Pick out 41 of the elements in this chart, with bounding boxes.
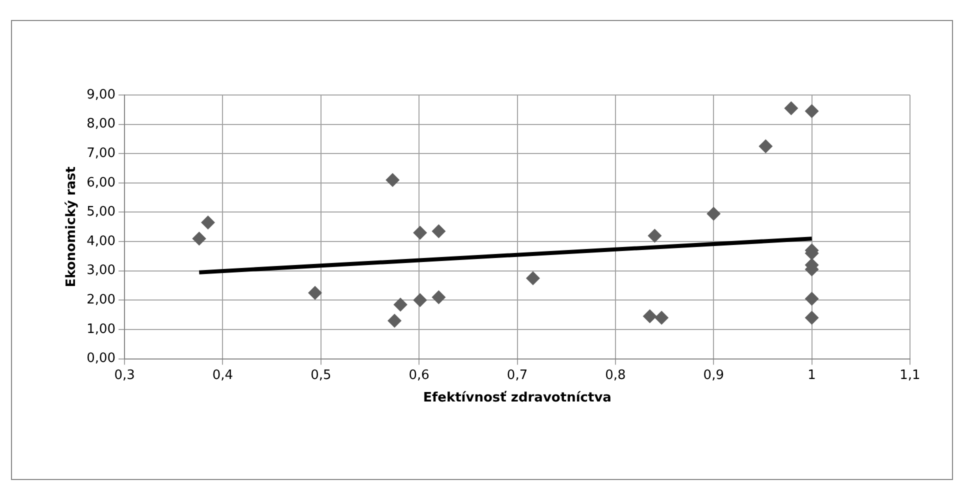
point (413, 293, 428, 308)
x-tick-label: 0,3 (114, 368, 135, 383)
point (308, 286, 322, 300)
point (804, 292, 819, 306)
y-tick-label: 4,00 (86, 234, 116, 249)
y-axis-title: Ekonomický rast (64, 166, 80, 288)
x-tick-label: 0,7 (506, 368, 528, 383)
point (784, 101, 798, 116)
point (758, 139, 773, 154)
point (393, 298, 408, 312)
x-axis-title: Efektívnosť zdravotníctva (423, 390, 612, 406)
point (388, 314, 402, 328)
x-tick-label: 1 (808, 368, 816, 383)
y-tick-label: 0,00 (86, 351, 116, 366)
x-tick-label: 0,9 (703, 368, 724, 383)
point (804, 104, 819, 118)
point (648, 228, 662, 243)
y-tick-label: 1,00 (86, 322, 116, 337)
point (413, 226, 428, 240)
point (642, 309, 657, 324)
point (526, 271, 540, 286)
y-tick-label: 7,00 (86, 146, 116, 161)
y-tick-label: 3,00 (86, 263, 116, 278)
point (432, 290, 446, 304)
x-tick-label: 1,1 (900, 368, 920, 383)
y-tick-label: 2,00 (86, 292, 116, 308)
point (386, 173, 400, 187)
x-tick-label: 0,5 (310, 368, 332, 383)
y-tick-label: 5,00 (86, 204, 116, 220)
x-tick-label: 0,6 (408, 368, 430, 383)
point (201, 216, 215, 230)
point (654, 310, 669, 325)
point (804, 310, 819, 325)
y-tick-label: 6,00 (86, 175, 116, 190)
point (192, 232, 206, 246)
y-tick-label: 9,00 (86, 87, 116, 102)
point (432, 224, 446, 238)
point (706, 206, 721, 221)
x-tick-label: 0,4 (212, 368, 234, 383)
y-tick-label: 8,00 (86, 116, 116, 132)
x-tick-label: 0,8 (605, 368, 626, 383)
